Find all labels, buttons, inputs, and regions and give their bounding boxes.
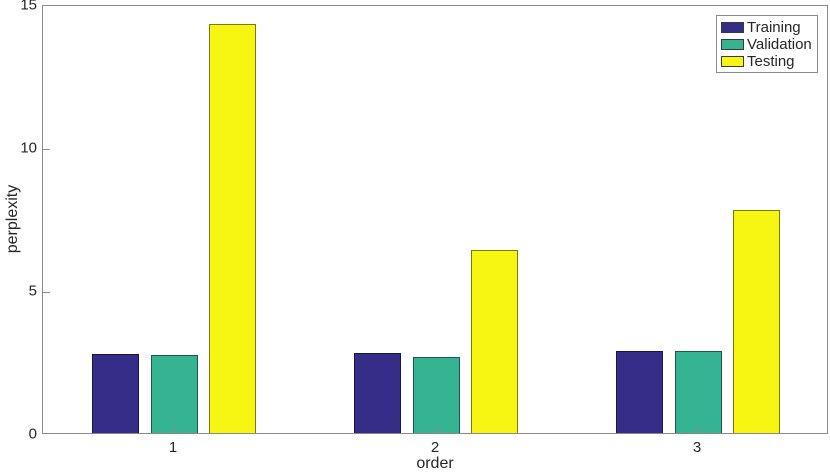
legend-swatch-testing — [721, 55, 744, 67]
y-axis-tick-5 — [43, 292, 50, 293]
legend: Training Validation Testing — [716, 15, 818, 73]
bar-testing-order-3 — [733, 210, 780, 433]
bar-validation-order-1 — [151, 355, 198, 433]
y-tick-label-15: 15 — [20, 0, 37, 14]
y-tick-label-10: 10 — [20, 139, 37, 157]
bar-testing-order-2 — [471, 250, 518, 433]
bar-training-order-2 — [354, 353, 401, 433]
bar-validation-order-3 — [675, 351, 722, 433]
legend-entry-validation: Validation — [721, 36, 812, 52]
bar-training-order-3 — [616, 351, 663, 433]
legend-label-testing: Testing — [747, 52, 795, 70]
plot-area — [42, 5, 828, 434]
x-tick-label-2: 2 — [430, 439, 440, 456]
legend-label-training: Training — [747, 18, 801, 36]
legend-swatch-training — [721, 21, 744, 33]
y-tick-label-5: 5 — [28, 282, 37, 300]
y-axis-tick-10 — [43, 149, 50, 150]
x-tick-label-3: 3 — [692, 439, 702, 456]
y-tick-label-0: 0 — [28, 425, 37, 443]
x-axis-label: order — [416, 455, 454, 472]
legend-entry-testing: Testing — [721, 53, 812, 69]
y-axis-label: perplexity — [4, 184, 21, 254]
x-axis-tick-2 — [436, 426, 437, 433]
bar-testing-order-1 — [209, 24, 256, 433]
bar-validation-order-2 — [413, 357, 460, 433]
legend-entry-training: Training — [721, 19, 812, 35]
legend-label-validation: Validation — [747, 35, 812, 53]
legend-swatch-validation — [721, 38, 744, 50]
x-tick-label-1: 1 — [168, 439, 178, 456]
bar-training-order-1 — [92, 354, 139, 433]
x-axis-tick-3 — [698, 426, 699, 433]
x-axis-tick-1 — [174, 426, 175, 433]
